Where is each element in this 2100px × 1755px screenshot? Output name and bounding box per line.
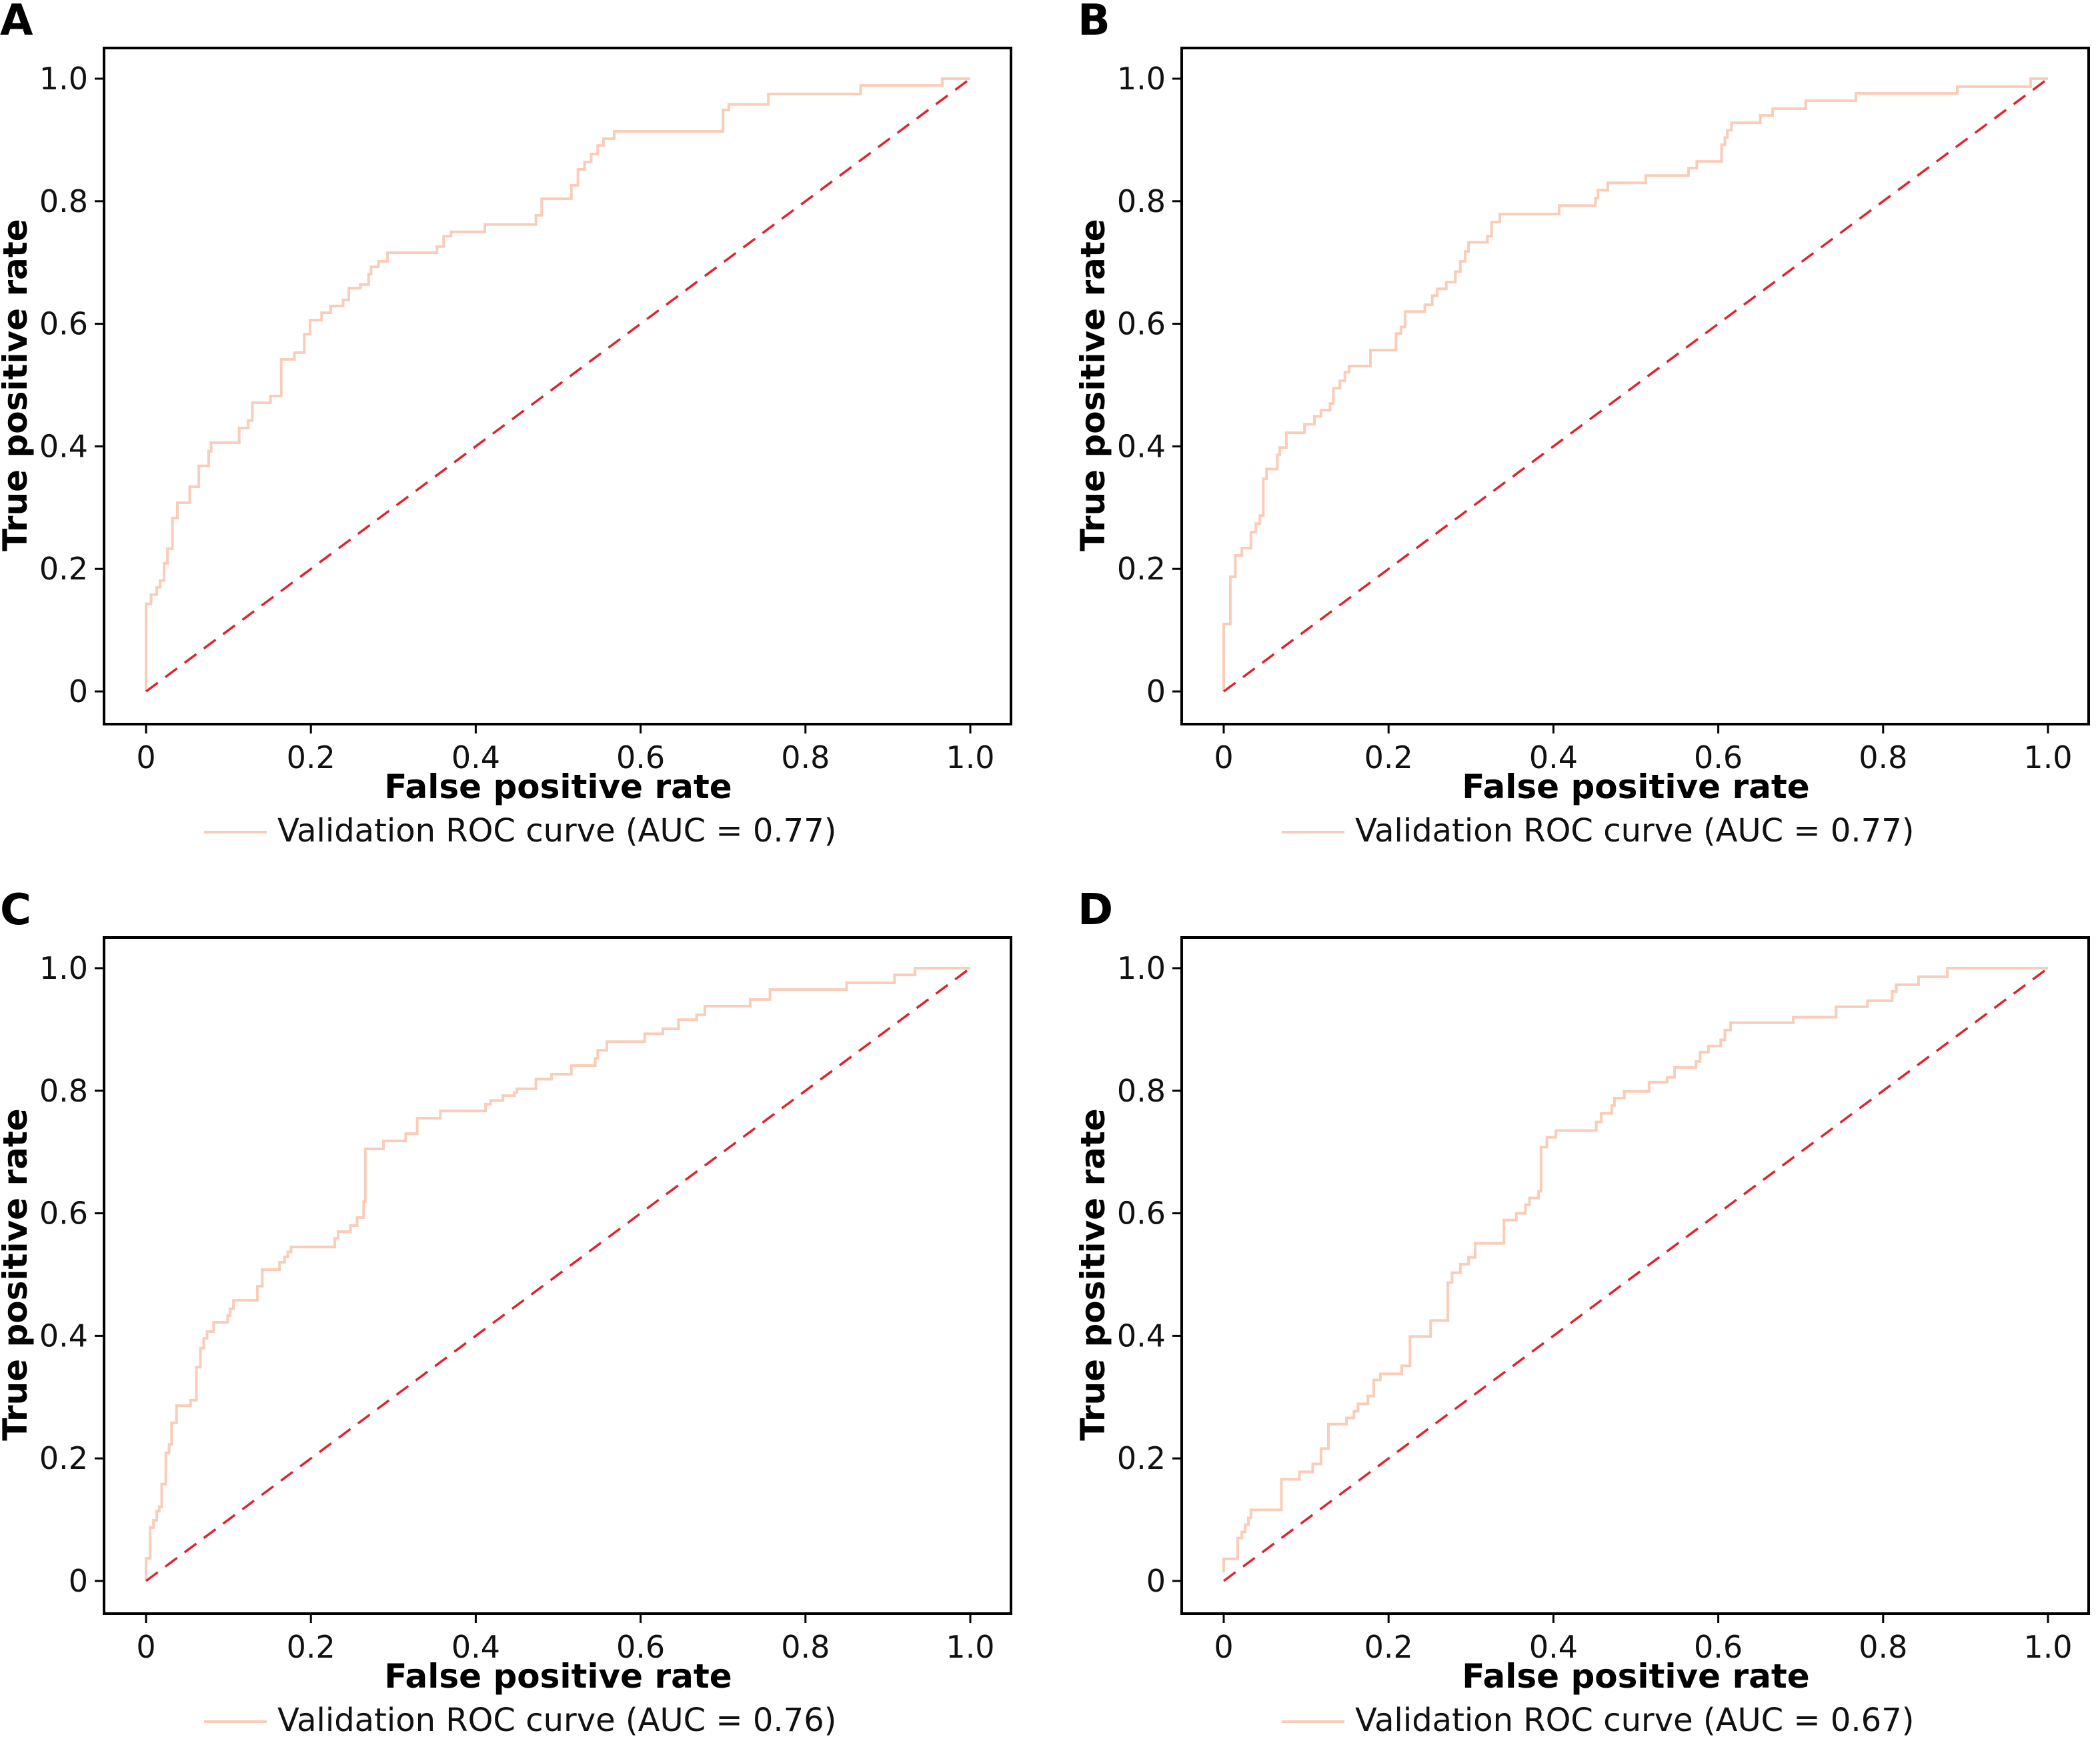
y-tick-label: 0.6 <box>1117 1196 1166 1232</box>
y-tick-label: 0.6 <box>39 1196 88 1232</box>
legend-label: Validation ROC curve (AUC = 0.76) <box>277 1702 836 1739</box>
x-tick-label: 0.4 <box>451 1629 500 1665</box>
panel-letter: A <box>0 0 33 45</box>
legend-label: Validation ROC curve (AUC = 0.77) <box>277 812 836 849</box>
y-tick-label: 0.2 <box>1117 1440 1166 1476</box>
y-tick-label: 1.0 <box>1117 950 1166 986</box>
legend-label: Validation ROC curve (AUC = 0.77) <box>1355 812 1914 849</box>
x-tick-label: 0 <box>1214 739 1233 775</box>
y-tick-label: 1.0 <box>39 950 88 986</box>
y-tick-label: 1.0 <box>1117 61 1166 97</box>
chart-panel-a: A 0 0.2 0.4 0.6 0.8 1.0 0 0.2 0.4 0.6 0.8 1.0 False p… <box>0 0 1012 849</box>
axes-frame <box>103 47 1012 725</box>
x-tick-label: 0.2 <box>1364 739 1413 775</box>
x-tick-label: 0 <box>136 739 155 775</box>
x-tick-label: 1.0 <box>946 1629 994 1665</box>
x-tick-label: 1.0 <box>2023 1629 2072 1665</box>
x-axis-title: False positive rate <box>384 767 732 806</box>
roc-curve-line <box>1222 77 2048 691</box>
y-tick-label: 0.8 <box>39 1073 88 1109</box>
panel-letter: B <box>1078 0 1110 45</box>
roc-curve-line <box>145 967 970 1581</box>
x-tick-label: 0.2 <box>1364 1629 1413 1665</box>
x-tick-label: 0.2 <box>287 739 335 775</box>
roc-curve-line <box>1222 967 2048 1573</box>
chart-panel-d: D 0 0.2 0.4 0.6 0.8 1.0 0 0.2 0.4 0.6 0.8 1.0 False p… <box>1074 886 2090 1739</box>
y-tick-label: 0 <box>69 1563 88 1599</box>
y-tick-label: 0 <box>69 673 88 709</box>
x-axis-title: False positive rate <box>1462 767 1809 806</box>
y-tick-label: 0.2 <box>1117 551 1166 587</box>
x-tick-label: 0.6 <box>616 739 665 775</box>
y-axis-title: True positive rate <box>0 219 35 551</box>
y-tick-label: 0.4 <box>39 428 88 464</box>
x-tick-label: 0.6 <box>1694 739 1743 775</box>
x-axis-title: False positive rate <box>384 1657 732 1696</box>
axes-frame <box>103 936 1012 1615</box>
legend-label: Validation ROC curve (AUC = 0.67) <box>1355 1702 1914 1739</box>
y-tick-label: 0.4 <box>1117 428 1166 464</box>
x-tick-label: 1.0 <box>946 739 994 775</box>
panel-letter: C <box>0 886 31 935</box>
y-tick-label: 0 <box>1146 673 1166 709</box>
chart-panel-b: B 0 0.2 0.4 0.6 0.8 1.0 0 0.2 0.4 0.6 0.8 1.0 False p… <box>1074 0 2090 849</box>
y-tick-label: 0.6 <box>39 306 88 342</box>
x-tick-label: 0.8 <box>781 739 830 775</box>
chance-diagonal-line <box>1222 77 2049 693</box>
x-tick-label: 1.0 <box>2023 739 2072 775</box>
x-tick-label: 0.8 <box>1859 739 1907 775</box>
axes-frame <box>1180 47 2090 725</box>
x-tick-label: 0.4 <box>451 739 500 775</box>
x-tick-label: 0.6 <box>1694 1629 1743 1665</box>
y-tick-label: 0.8 <box>1117 183 1166 219</box>
y-axis-title: True positive rate <box>1074 1108 1112 1440</box>
y-tick-label: 0.2 <box>39 1440 88 1476</box>
chart-panel-c: C 0 0.2 0.4 0.6 0.8 1.0 0 0.2 0.4 0.6 0.8 1.0 False p… <box>0 886 1012 1739</box>
y-tick-label: 0.2 <box>39 551 88 587</box>
x-tick-label: 0.8 <box>781 1629 830 1665</box>
y-tick-label: 0.8 <box>1117 1073 1166 1109</box>
y-tick-label: 0.6 <box>1117 306 1166 342</box>
y-tick-label: 1.0 <box>39 61 88 97</box>
panel-letter: D <box>1078 886 1113 935</box>
chance-diagonal-line <box>145 967 972 1582</box>
axes-frame <box>1180 936 2090 1615</box>
x-axis-title: False positive rate <box>1462 1657 1809 1696</box>
x-tick-label: 0.6 <box>616 1629 665 1665</box>
chance-diagonal-line <box>145 77 972 693</box>
y-tick-label: 0 <box>1146 1563 1166 1599</box>
x-tick-label: 0.4 <box>1529 739 1578 775</box>
x-tick-label: 0.2 <box>287 1629 335 1665</box>
y-tick-label: 0.4 <box>39 1318 88 1354</box>
chance-diagonal-line <box>1222 967 2049 1582</box>
y-axis-title: True positive rate <box>0 1108 35 1440</box>
y-tick-label: 0.8 <box>39 183 88 219</box>
x-tick-label: 0 <box>136 1629 155 1665</box>
roc-curve-line <box>145 77 970 691</box>
x-tick-label: 0.8 <box>1859 1629 1907 1665</box>
x-tick-label: 0 <box>1214 1629 1233 1665</box>
x-tick-label: 0.4 <box>1529 1629 1578 1665</box>
y-axis-title: True positive rate <box>1074 219 1112 551</box>
y-tick-label: 0.4 <box>1117 1318 1166 1354</box>
